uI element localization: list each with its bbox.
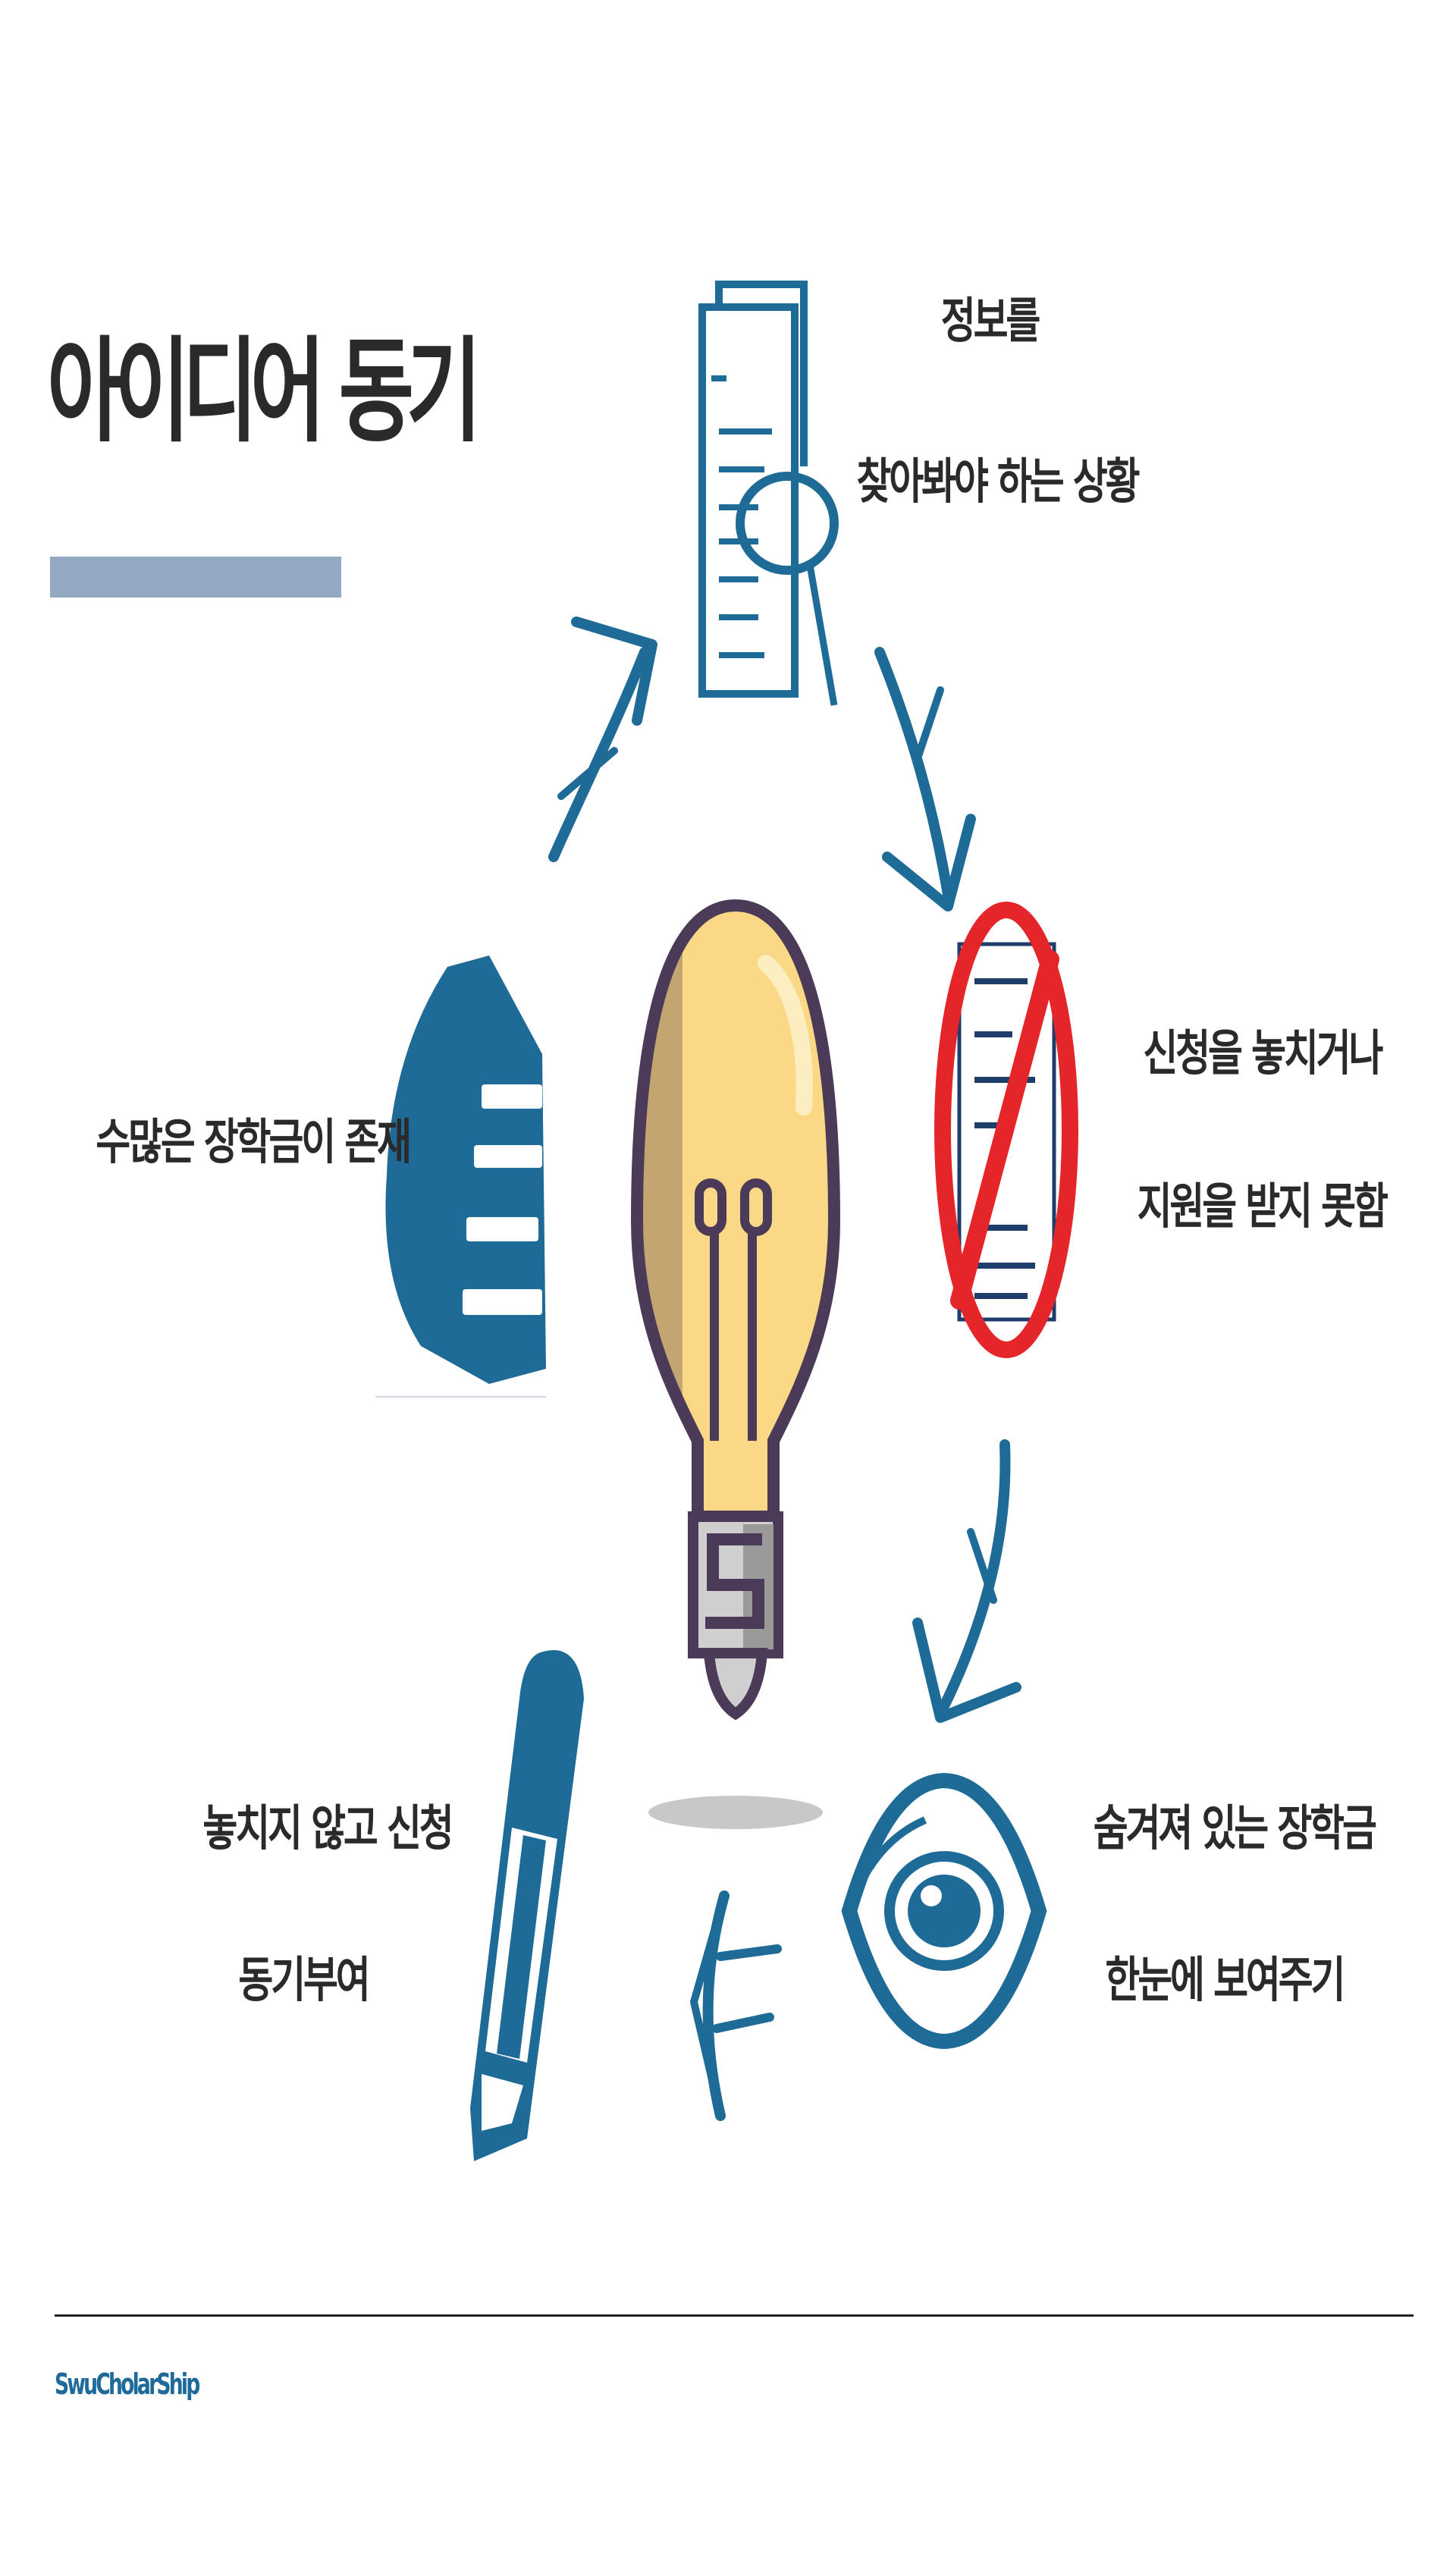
slide-title: 아이디어 동기	[47, 326, 482, 458]
label-info-search-line2: 찾아봐야 하는 상황	[856, 454, 1141, 510]
lightbulb-icon	[630, 899, 841, 1829]
label-motivate-line2: 동기부여	[238, 1953, 370, 2009]
arrow-down-right-icon	[874, 647, 976, 912]
label-info-search-line1: 정보를	[940, 293, 1041, 350]
label-hidden-line1: 숨겨져 있는 장학금	[1093, 1801, 1377, 1857]
arrow-down-left-icon	[912, 1439, 1021, 1723]
footer-brand: SwuCholarShip	[55, 2367, 200, 2401]
title-underline-bar	[50, 557, 341, 598]
footer-divider	[55, 2314, 1414, 2317]
label-missed-line2: 지원을 받지 못함	[1137, 1179, 1389, 1235]
eye-icon	[841, 1772, 1047, 2050]
document-search-icon	[698, 281, 839, 706]
label-motivate-line1: 놓치지 않고 신청	[202, 1801, 453, 1857]
label-many-scholarships: 수많은 장학금이 존재	[96, 1115, 412, 1171]
books-stack-icon	[375, 955, 546, 1398]
pencil-icon	[470, 1650, 584, 2161]
arrow-up-right-icon	[548, 617, 657, 862]
arrow-left-icon	[690, 1891, 782, 2121]
prohibited-document-icon	[934, 902, 1078, 1358]
label-missed-line1: 신청을 놓치거나	[1143, 1026, 1383, 1082]
label-hidden-line2: 한눈에 보여주기	[1105, 1953, 1345, 2009]
